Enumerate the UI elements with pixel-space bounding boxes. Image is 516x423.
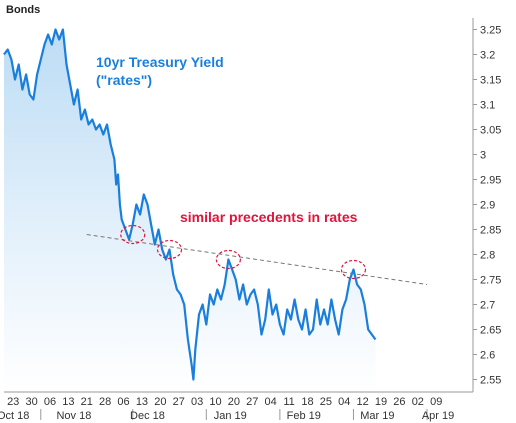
x-month-label: Feb 19 [287, 410, 321, 422]
x-month-label: Oct 18 [0, 410, 29, 422]
x-day-tick-label: 20 [228, 396, 240, 408]
y-tick-label: 2.95 [480, 175, 501, 187]
highlight-circle-2 [156, 239, 183, 260]
x-day-tick-label: 26 [393, 396, 405, 408]
series-label-line-1: 10yr Treasury Yield [96, 54, 224, 70]
y-tick-label: 2.85 [480, 225, 501, 237]
x-day-tick-label: 28 [99, 396, 111, 408]
x-month-label: Apr 19 [422, 410, 454, 422]
y-tick-label: 2.6 [480, 350, 495, 362]
y-tick-label: 2.8 [480, 250, 495, 262]
yield-line [3, 28, 377, 381]
x-day-tick-label: 13 [136, 396, 148, 408]
x-day-tick-label: 18 [301, 396, 313, 408]
highlight-circle-1 [120, 224, 146, 245]
x-day-tick-label: 12 [357, 396, 369, 408]
x-day-tick-label: 02 [412, 396, 424, 408]
x-day-tick-label: 13 [62, 396, 74, 408]
x-day-tick-label: 30 [25, 396, 37, 408]
highlight-circles [120, 224, 367, 280]
x-day-tick-label: 27 [173, 396, 185, 408]
yield-area-fill [4, 29, 376, 392]
y-axis: 3.25 3.2 3.15 3.1 3.05 3 2.95 2.9 2.85 2.8 2.75 2.7… [472, 18, 501, 392]
x-day-tick-label: 04 [265, 396, 277, 408]
series-label-line-2: ("rates") [96, 72, 152, 88]
y-tick-label: 3.2 [480, 50, 495, 62]
y-tick-label: 2.75 [480, 275, 501, 287]
y-tick-label: 3.15 [480, 75, 501, 87]
y-tick-label: 3.25 [480, 25, 501, 37]
x-day-tick-label: 19 [375, 396, 387, 408]
y-tick-label: 3.05 [480, 125, 501, 137]
y-tick-label: 3 [480, 150, 486, 162]
y-tick-label: 3.1 [480, 100, 495, 112]
x-day-tick-label: 20 [154, 396, 166, 408]
highlight-circle-3 [215, 249, 241, 270]
x-day-tick-label: 23 [7, 396, 19, 408]
x-month-label: Dec 18 [130, 410, 165, 422]
x-day-tick-label: 27 [246, 396, 258, 408]
x-day-tick-label: 04 [338, 396, 350, 408]
x-day-tick-label: 09 [430, 396, 442, 408]
annotation-text: similar precedents in rates [180, 209, 358, 225]
x-day-tick-label: 03 [191, 396, 203, 408]
x-day-tick-label: 06 [44, 396, 56, 408]
y-tick-label: 2.65 [480, 325, 501, 337]
chart-title: Bonds [6, 4, 40, 16]
x-day-tick-label: 25 [320, 396, 332, 408]
x-day-tick-label: 21 [81, 396, 93, 408]
x-month-label: Mar 19 [360, 410, 394, 422]
y-tick-label: 2.7 [480, 300, 495, 312]
y-tick-label: 2.9 [480, 200, 495, 212]
x-month-label: Nov 18 [56, 410, 91, 422]
y-tick-label: 2.55 [480, 375, 501, 387]
x-month-label: Jan 19 [214, 410, 247, 422]
plot-area [3, 28, 428, 392]
x-day-tick-label: 10 [209, 396, 221, 408]
x-axis: 23 30 06 13 21 28 06 13 20 27 03 10 20 27 04 11 18 25 04 12… [0, 391, 473, 422]
highlight-circle-4 [340, 259, 367, 280]
x-day-tick-label: 11 [283, 396, 294, 408]
trend-line [86, 234, 428, 285]
x-day-tick-label: 06 [117, 396, 129, 408]
